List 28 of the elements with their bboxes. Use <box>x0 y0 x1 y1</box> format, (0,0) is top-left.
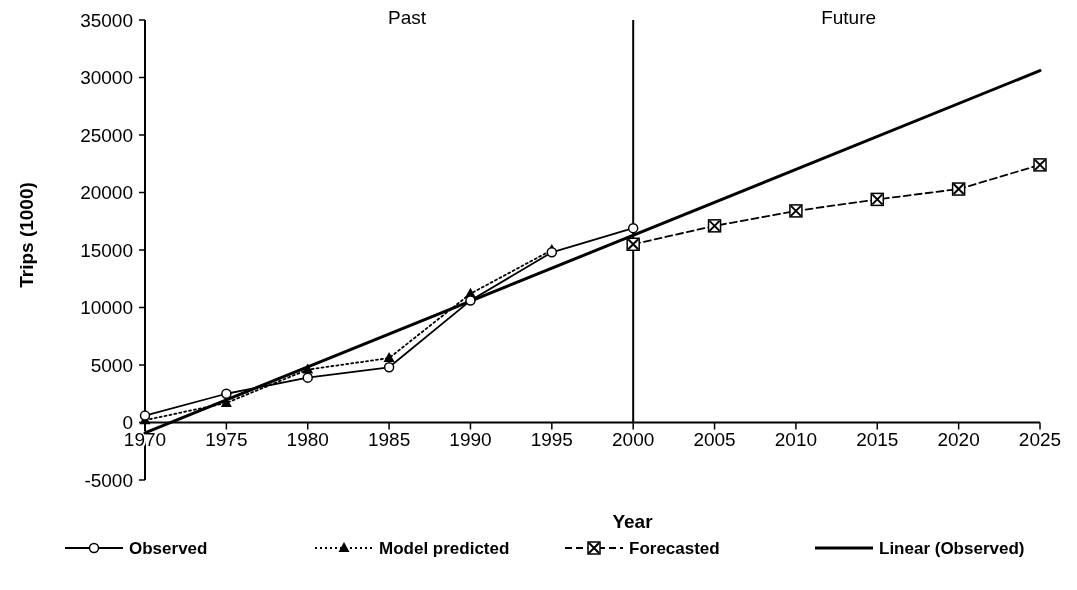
legend-label: Model predicted <box>379 538 510 558</box>
y-tick-label: 5000 <box>90 354 133 376</box>
x-tick-label: 2010 <box>774 428 818 450</box>
x-axis-title: Year <box>612 511 654 532</box>
x-tick-label: 1985 <box>367 428 411 450</box>
y-tick-label: 10000 <box>80 297 133 319</box>
x-tick-label: 1975 <box>205 428 248 450</box>
y-axis-title: Trips (1000) <box>16 182 37 288</box>
x-tick-label: 2015 <box>856 428 899 450</box>
annotation: Past <box>388 7 427 28</box>
y-tick-label: 30000 <box>80 67 133 89</box>
legend-label: Forecasted <box>629 538 720 558</box>
y-tick-label: 15000 <box>80 239 133 261</box>
x-tick-label: 2025 <box>1018 428 1062 450</box>
x-tick-label: 2020 <box>937 428 980 450</box>
x-tick-label: 1995 <box>530 428 573 450</box>
y-tick-label: -5000 <box>84 469 133 491</box>
legend-label: Linear (Observed) <box>879 538 1025 558</box>
y-tick-label: 0 <box>122 412 133 434</box>
annotation: Future <box>821 7 877 28</box>
x-tick-label: 2005 <box>693 428 736 450</box>
x-tick-label: 1990 <box>449 428 492 450</box>
y-tick-label: 35000 <box>80 9 133 31</box>
y-tick-label: 25000 <box>80 124 133 146</box>
y-tick-label: 20000 <box>80 182 133 204</box>
x-tick-label: 2000 <box>612 428 655 450</box>
legend-label: Observed <box>129 538 208 558</box>
x-tick-label: 1980 <box>286 428 329 450</box>
